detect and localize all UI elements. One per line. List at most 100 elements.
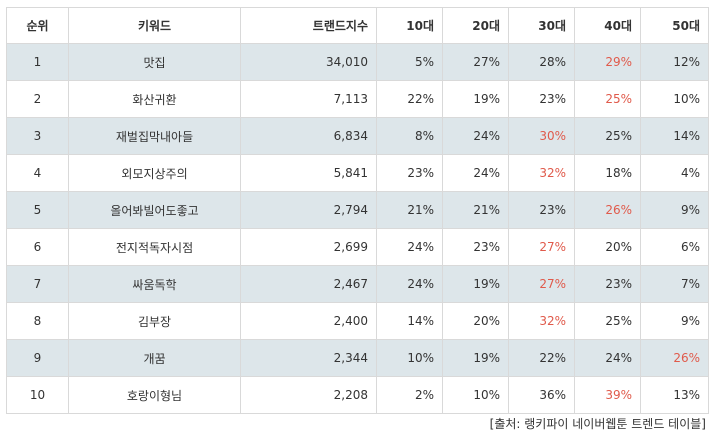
cell-age-40s: 39% — [574, 376, 641, 414]
header-keyword: 키워드 — [68, 7, 241, 44]
cell-age-30s: 36% — [508, 376, 575, 414]
cell-rank: 3 — [6, 117, 69, 155]
cell-trend-index: 2,400 — [240, 302, 377, 340]
cell-trend-index: 2,699 — [240, 228, 377, 266]
cell-age-50s: 7% — [640, 265, 709, 303]
cell-age-50s: 13% — [640, 376, 709, 414]
cell-age-40s: 18% — [574, 154, 641, 192]
table-row: 5 올어봐빌어도좋고 2,794 21% 21% 23% 26% 9% — [6, 191, 709, 229]
cell-trend-index: 34,010 — [240, 43, 377, 81]
cell-keyword: 맛집 — [68, 43, 241, 81]
cell-age-40s: 20% — [574, 228, 641, 266]
cell-rank: 10 — [6, 376, 69, 414]
cell-age-40s: 26% — [574, 191, 641, 229]
cell-age-10s: 24% — [376, 265, 443, 303]
cell-age-20s: 24% — [442, 117, 509, 155]
cell-keyword: 올어봐빌어도좋고 — [68, 191, 241, 229]
header-age-40s: 40대 — [574, 7, 641, 44]
cell-age-20s: 23% — [442, 228, 509, 266]
cell-age-50s: 14% — [640, 117, 709, 155]
cell-keyword: 개꿈 — [68, 339, 241, 377]
cell-age-40s: 29% — [574, 43, 641, 81]
cell-rank: 9 — [6, 339, 69, 377]
cell-trend-index: 5,841 — [240, 154, 377, 192]
table-row: 6 전지적독자시점 2,699 24% 23% 27% 20% 6% — [6, 228, 709, 266]
cell-trend-index: 6,834 — [240, 117, 377, 155]
cell-age-20s: 24% — [442, 154, 509, 192]
cell-rank: 6 — [6, 228, 69, 266]
cell-rank: 7 — [6, 265, 69, 303]
cell-keyword: 김부장 — [68, 302, 241, 340]
cell-age-50s: 12% — [640, 43, 709, 81]
cell-keyword: 호랑이형님 — [68, 376, 241, 414]
cell-age-50s: 6% — [640, 228, 709, 266]
cell-trend-index: 2,344 — [240, 339, 377, 377]
source-caption: [출처: 랭키파이 네이버웹툰 트렌드 테이블] — [489, 417, 706, 431]
cell-trend-index: 7,113 — [240, 80, 377, 118]
trend-table-container: 순위 키워드 트랜드지수 10대 20대 30대 40대 50대 1 맛집 34,0… — [6, 7, 709, 414]
trend-table: 순위 키워드 트랜드지수 10대 20대 30대 40대 50대 1 맛집 34,0… — [6, 7, 709, 414]
cell-age-50s: 26% — [640, 339, 709, 377]
cell-rank: 8 — [6, 302, 69, 340]
header-rank: 순위 — [6, 7, 69, 44]
cell-age-10s: 8% — [376, 117, 443, 155]
cell-rank: 4 — [6, 154, 69, 192]
cell-age-30s: 22% — [508, 339, 575, 377]
cell-age-30s: 27% — [508, 265, 575, 303]
cell-age-10s: 14% — [376, 302, 443, 340]
cell-age-30s: 28% — [508, 43, 575, 81]
cell-age-20s: 27% — [442, 43, 509, 81]
cell-age-20s: 19% — [442, 265, 509, 303]
cell-age-20s: 21% — [442, 191, 509, 229]
cell-age-20s: 20% — [442, 302, 509, 340]
header-age-20s: 20대 — [442, 7, 509, 44]
cell-keyword: 재벌집막내아들 — [68, 117, 241, 155]
table-body: 1 맛집 34,010 5% 27% 28% 29% 12% 2 화산귀환 7,113 22% 19% 2… — [6, 43, 709, 414]
cell-age-50s: 9% — [640, 302, 709, 340]
cell-age-30s: 27% — [508, 228, 575, 266]
table-header-row: 순위 키워드 트랜드지수 10대 20대 30대 40대 50대 — [6, 7, 709, 44]
cell-age-40s: 25% — [574, 80, 641, 118]
header-age-10s: 10대 — [376, 7, 443, 44]
cell-keyword: 싸움독학 — [68, 265, 241, 303]
header-age-30s: 30대 — [508, 7, 575, 44]
cell-age-10s: 10% — [376, 339, 443, 377]
cell-age-30s: 32% — [508, 302, 575, 340]
cell-trend-index: 2,467 — [240, 265, 377, 303]
table-row: 4 외모지상주의 5,841 23% 24% 32% 18% 4% — [6, 154, 709, 192]
cell-age-10s: 22% — [376, 80, 443, 118]
header-trend-index: 트랜드지수 — [240, 7, 377, 44]
cell-age-40s: 24% — [574, 339, 641, 377]
cell-trend-index: 2,208 — [240, 376, 377, 414]
cell-age-10s: 23% — [376, 154, 443, 192]
cell-rank: 5 — [6, 191, 69, 229]
cell-age-20s: 10% — [442, 376, 509, 414]
table-row: 8 김부장 2,400 14% 20% 32% 25% 9% — [6, 302, 709, 340]
table-row: 2 화산귀환 7,113 22% 19% 23% 25% 10% — [6, 80, 709, 118]
cell-age-40s: 25% — [574, 302, 641, 340]
header-age-50s: 50대 — [640, 7, 709, 44]
cell-age-50s: 10% — [640, 80, 709, 118]
cell-age-30s: 23% — [508, 80, 575, 118]
table-row: 7 싸움독학 2,467 24% 19% 27% 23% 7% — [6, 265, 709, 303]
cell-age-20s: 19% — [442, 80, 509, 118]
table-row: 3 재벌집막내아들 6,834 8% 24% 30% 25% 14% — [6, 117, 709, 155]
cell-age-10s: 5% — [376, 43, 443, 81]
cell-keyword: 전지적독자시점 — [68, 228, 241, 266]
cell-age-30s: 32% — [508, 154, 575, 192]
cell-keyword: 화산귀환 — [68, 80, 241, 118]
cell-age-50s: 9% — [640, 191, 709, 229]
cell-age-20s: 19% — [442, 339, 509, 377]
cell-age-50s: 4% — [640, 154, 709, 192]
cell-age-10s: 24% — [376, 228, 443, 266]
cell-age-30s: 23% — [508, 191, 575, 229]
table-row: 10 호랑이형님 2,208 2% 10% 36% 39% 13% — [6, 376, 709, 414]
cell-age-10s: 2% — [376, 376, 443, 414]
table-row: 9 개꿈 2,344 10% 19% 22% 24% 26% — [6, 339, 709, 377]
cell-keyword: 외모지상주의 — [68, 154, 241, 192]
cell-rank: 1 — [6, 43, 69, 81]
cell-age-40s: 23% — [574, 265, 641, 303]
cell-trend-index: 2,794 — [240, 191, 377, 229]
cell-age-30s: 30% — [508, 117, 575, 155]
table-row: 1 맛집 34,010 5% 27% 28% 29% 12% — [6, 43, 709, 81]
